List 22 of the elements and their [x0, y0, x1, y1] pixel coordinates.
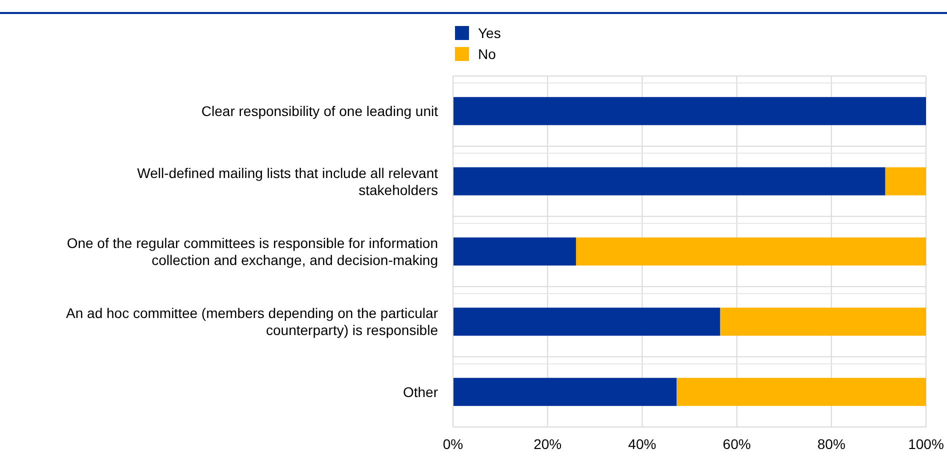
bar	[720, 308, 926, 336]
bar	[453, 378, 677, 406]
x-tick-label: 0%	[442, 436, 464, 452]
y-tick-label: Clear responsibility of one leading unit	[201, 103, 438, 120]
x-tick-label: 100%	[908, 436, 944, 452]
bar	[576, 237, 926, 266]
x-tick-label: 40%	[628, 436, 656, 452]
x-tick-label: 60%	[722, 436, 751, 452]
bar	[453, 308, 720, 336]
bar	[453, 97, 926, 126]
x-tick-label: 80%	[817, 436, 846, 452]
y-tick-label: Other	[402, 384, 438, 400]
x-tick-label: 20%	[534, 436, 562, 452]
y-tick-label: An ad hoc committee (members depending on the particular counterparty) is responsible	[66, 305, 438, 338]
legend-label: Yes	[478, 25, 501, 41]
y-tick-label: One of the regular committees is responsible for information collection and exchange, and decision-making	[66, 235, 438, 268]
y-tick-label: Well-defined mailing lists that include all relevant stakeholders	[137, 164, 438, 198]
bar	[676, 378, 926, 406]
legend-label: No	[478, 46, 496, 62]
bar	[453, 167, 886, 196]
bar	[885, 167, 926, 196]
bar	[453, 237, 576, 266]
